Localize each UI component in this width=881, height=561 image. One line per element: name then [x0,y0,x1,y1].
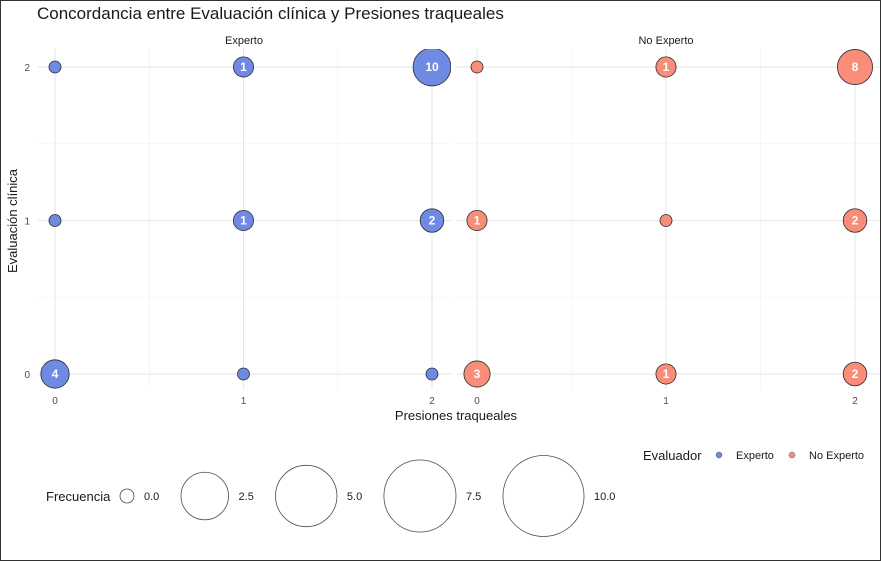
bubble [425,367,439,381]
legend-frecuencia: Frecuencia 0.0 2.5 5.0 7.5 10.0 [46,455,615,537]
y-tick-label: 1 [24,217,30,228]
x-tick-label: 2 [852,396,858,407]
bubble [842,361,868,387]
legend-size-circle [275,464,338,528]
legend-size-circle [502,455,585,537]
x-tick-label: 1 [241,396,247,407]
grid-lines [38,49,880,389]
chart-title: Concordancia entre Evaluación clínica y … [37,4,504,23]
bubble-label: 1 [663,367,670,381]
bubble [419,208,445,233]
bubble [48,60,62,74]
x-tick-label: 0 [52,396,58,407]
bubble [659,214,673,227]
bubble [466,210,488,231]
bubble [655,363,677,385]
legend-size-label: 0.0 [144,491,159,503]
facet-title-no-experto: No Experto [638,35,693,47]
bubble-label: 1 [663,60,670,74]
panel-experto: 1 10 1 2 4 [40,49,451,389]
y-tick-label: 2 [24,63,30,74]
legend-evaluador-title: Evaluador [643,448,702,463]
bubble [237,367,250,381]
bubble-label: 10 [425,60,439,74]
bubble-label: 3 [474,367,481,381]
legend-swatch-experto [715,451,723,459]
bubble-label: 2 [852,214,859,228]
bubble [48,214,62,227]
legend-size-circle [383,459,457,533]
bubble-label: 1 [240,214,247,228]
x-tick-label: 0 [474,396,480,407]
panel-no-experto: 1 8 1 2 3 1 2 [463,49,873,388]
bubble [40,359,70,389]
bubble-label: 2 [852,367,859,381]
legend-size-label: 7.5 [466,491,481,503]
bubble [463,360,491,388]
legend-evaluador: Evaluador Experto No Experto [643,448,864,463]
bubble-label: 8 [852,60,859,74]
y-axis-title: Evaluación clínica [5,168,20,273]
bubble-label: 2 [429,214,436,228]
legend-size-circle [119,488,135,504]
bubble-label: 4 [52,367,59,381]
bubble [233,56,254,78]
legend-size-label: 5.0 [347,491,362,503]
x-tick-label: 1 [663,396,669,407]
facet-title-experto: Experto [225,35,263,47]
bubble [842,208,868,233]
x-tick-label: 2 [429,396,435,407]
legend-size-label: 10.0 [594,491,615,503]
legend-label-experto: Experto [736,450,774,462]
legend-size-circle [180,471,229,521]
axis-ticks: 0 1 2 0 1 2 0 1 2 [24,63,858,407]
legend-swatch-no-experto [788,451,796,459]
legend-frecuencia-title: Frecuencia [46,489,111,504]
bubble-label: 1 [474,214,481,228]
bubble [470,60,484,74]
bubble [655,56,677,78]
x-axis-title: Presiones traqueales [395,408,518,423]
legend-size-label: 2.5 [239,491,254,503]
bubble [837,49,873,85]
legend-label-no-experto: No Experto [809,450,864,462]
bubble [233,210,254,231]
bubble [412,49,451,87]
y-tick-label: 0 [24,370,30,381]
bubble-label: 1 [240,60,247,74]
